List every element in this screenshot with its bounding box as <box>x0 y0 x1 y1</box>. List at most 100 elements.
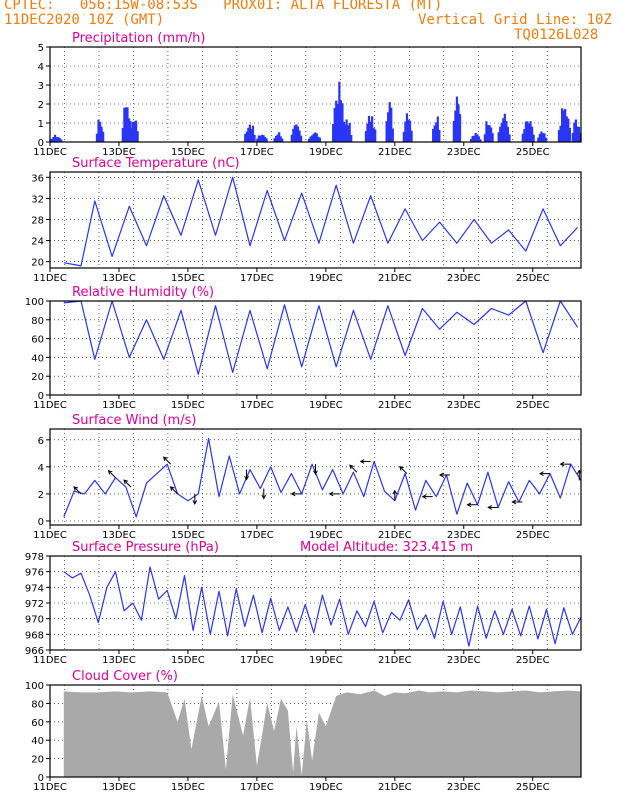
panel-precip <box>46 46 582 146</box>
precip-bar <box>458 114 462 142</box>
precip-bar <box>253 134 256 142</box>
precip-bar <box>571 133 574 142</box>
precip-bar <box>335 100 338 142</box>
wind-arrow-head <box>73 486 79 491</box>
frame <box>49 555 582 651</box>
precip-bar <box>100 126 103 142</box>
y-tick-label: 2 <box>38 100 44 111</box>
wind-arrow <box>170 486 178 495</box>
precip-bar <box>405 113 409 142</box>
x-tick-label: 15DEC <box>171 273 205 284</box>
precip-bar <box>127 118 131 142</box>
wind-title: Surface Wind (m/s) <box>72 413 196 428</box>
wind-arrow-head <box>538 471 544 476</box>
wind-arrow-head <box>438 472 444 478</box>
precip-bar <box>52 136 55 142</box>
x-tick-label: 17DEC <box>240 782 274 793</box>
precip-bar <box>435 122 438 142</box>
x-tick-label: 13DEC <box>102 400 136 411</box>
precip-bar <box>521 133 524 142</box>
wind-arrow-head <box>359 459 365 464</box>
wind-arrow <box>108 470 116 479</box>
precip-bar <box>256 138 259 142</box>
x-tick-label: 17DEC <box>240 655 274 666</box>
header-station: CPTEC: 056:15W-08:53S PROX01: ALTA FLORE… <box>4 0 443 13</box>
y-tick-label: 20 <box>31 372 44 383</box>
wind-arrow-head <box>559 461 565 467</box>
precip-bar <box>124 107 128 142</box>
x-tick-label: 25DEC <box>516 655 550 666</box>
x-tick-label: 23DEC <box>447 655 481 666</box>
precip-bar <box>454 110 457 142</box>
x-tick-label: 23DEC <box>447 400 481 411</box>
panel-wind <box>46 428 582 529</box>
precip-bar <box>568 127 571 142</box>
y-tick-label: 2 <box>38 490 44 501</box>
x-tick-label: 11DEC <box>33 400 67 411</box>
x-tick-label: 23DEC <box>447 273 481 284</box>
precip-bar <box>126 107 129 142</box>
precip-bar <box>136 131 139 142</box>
y-tick-label: 80 <box>31 699 44 710</box>
precip-bar <box>476 134 479 142</box>
wind-arrow <box>163 456 172 465</box>
precip-bar <box>524 121 527 142</box>
wind-arrow-head <box>192 500 198 505</box>
x-tick-label: 19DEC <box>309 782 343 793</box>
precip-bar <box>577 126 581 142</box>
y-tick-label: 28 <box>31 215 44 226</box>
precip-bar <box>342 135 345 142</box>
precip-bar <box>98 121 102 142</box>
y-tick-label: 966 <box>25 646 44 657</box>
precip-bar <box>263 136 267 142</box>
precip-bar <box>341 103 344 142</box>
precip-bar <box>315 133 318 142</box>
precip-bar <box>369 121 372 142</box>
precip-bar <box>307 138 311 142</box>
precip-bar <box>296 126 300 142</box>
frame <box>49 684 582 778</box>
x-tick-label: 11DEC <box>33 147 67 158</box>
precip-bar <box>248 124 251 142</box>
x-tick-label: 21DEC <box>378 782 412 793</box>
precip-bar <box>561 108 564 142</box>
precip-bar <box>265 138 268 142</box>
precip-bar <box>364 131 368 142</box>
wind-arrow-head <box>313 470 318 476</box>
frame <box>49 428 582 526</box>
precip-bar <box>311 135 314 142</box>
precip-bar <box>574 119 577 142</box>
wind-arrow <box>73 486 82 495</box>
wind-arrow-head <box>392 489 398 495</box>
precip-bar <box>251 125 255 142</box>
wind-arrow-head <box>290 491 296 497</box>
y-tick-label: 20 <box>31 755 44 766</box>
precip-bar <box>436 116 439 142</box>
precip-bar <box>299 135 303 142</box>
x-tick-label: 13DEC <box>102 530 136 541</box>
wind-arrow-head <box>511 499 517 505</box>
x-tick-label: 17DEC <box>240 400 274 411</box>
x-tick-label: 11DEC <box>33 530 67 541</box>
x-tick-label: 25DEC <box>516 273 550 284</box>
temp-title: Surface Temperature (nC) <box>72 156 240 171</box>
precip-bar <box>274 135 278 142</box>
precip-bar <box>540 131 543 142</box>
y-tick-label: 60 <box>31 335 44 346</box>
precip-bar <box>565 116 568 142</box>
panel-rh <box>46 300 582 399</box>
x-tick-label: 25DEC <box>516 782 550 793</box>
x-tick-label: 19DEC <box>309 273 343 284</box>
precip-bar <box>483 134 486 142</box>
precip-bar <box>332 124 335 142</box>
pres-title: Surface Pressure (hPa) <box>72 540 219 555</box>
precip-bar <box>58 137 61 142</box>
y-tick-label: 40 <box>31 353 44 364</box>
precip-bar <box>276 134 279 142</box>
precip-bar <box>508 134 511 142</box>
x-tick-label: 21DEC <box>378 147 412 158</box>
precip-bar <box>562 110 565 142</box>
precip-bar <box>318 137 321 142</box>
precip-bar <box>408 120 412 142</box>
wind-arrow-head <box>162 456 168 462</box>
